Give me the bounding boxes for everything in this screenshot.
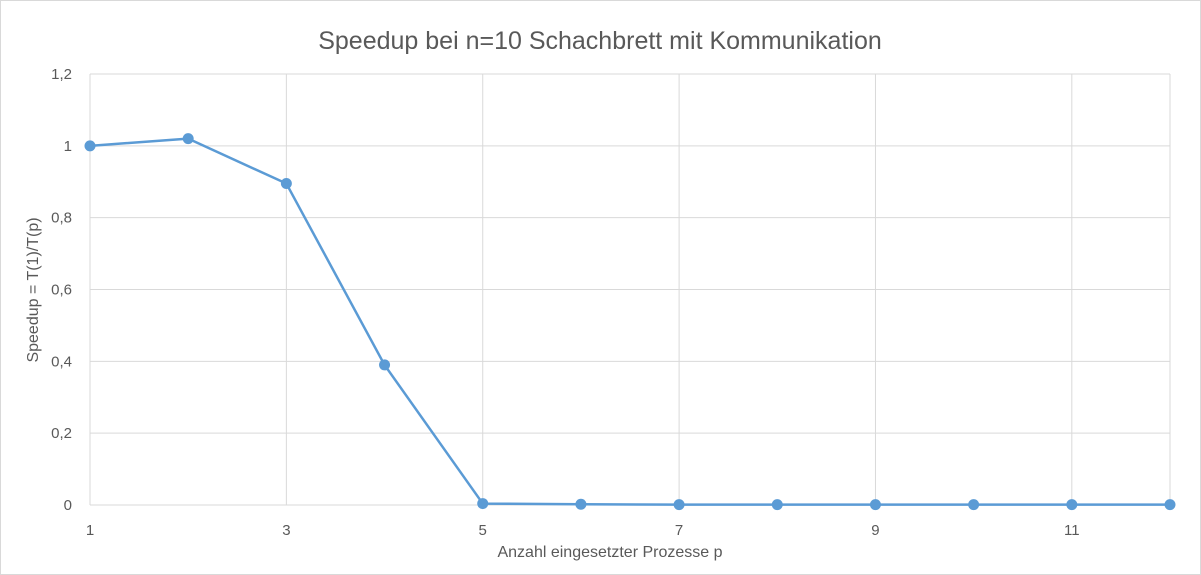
x-tick-label: 3 [282,522,290,539]
x-tick-label: 7 [675,522,683,539]
chart-title: Speedup bei n=10 Schachbrett mit Kommuni… [318,27,882,55]
data-point [771,499,783,511]
data-point [84,140,96,152]
y-tick-label: 0,6 [51,282,72,299]
data-point [1164,499,1176,511]
y-tick-label: 1 [64,138,72,155]
x-axis-title: Anzahl eingesetzter Prozesse p [497,544,722,561]
x-tick-label: 5 [479,522,487,539]
data-point [280,178,292,190]
y-axis-ticks: 0 0,2 0,4 0,6 0,8 1 1,2 [51,66,72,514]
series-layer [84,133,1176,511]
data-point [182,133,194,145]
data-point [575,498,587,510]
data-point [379,359,391,371]
y-tick-label: 0,4 [51,353,72,370]
data-point [1066,499,1078,511]
x-tick-label: 9 [871,522,879,539]
y-tick-label: 0,8 [51,210,72,227]
series-line [89,137,1170,506]
x-tick-label: 11 [1064,522,1080,539]
gridlines [89,73,1171,506]
data-point [968,499,980,511]
y-tick-label: 1,2 [51,66,72,83]
data-point [673,499,685,511]
data-point [477,498,489,510]
x-axis-ticks: 1 3 5 7 9 11 [86,522,1080,539]
x-tick-label: 1 [86,522,94,539]
y-tick-label: 0 [64,497,72,514]
data-point [869,499,881,511]
y-tick-label: 0,2 [51,425,72,442]
y-axis-title: Speedup = T(1)/T(p) [25,217,42,362]
